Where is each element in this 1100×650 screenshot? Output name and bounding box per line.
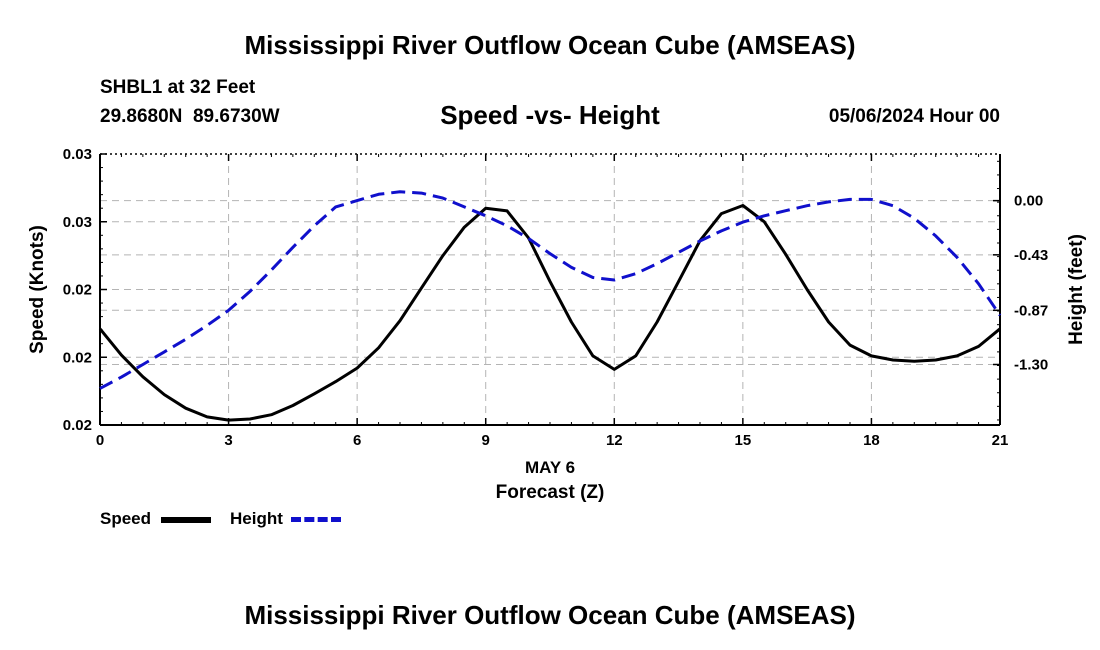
chart-title: Speed -vs- Height: [440, 100, 660, 130]
station-label: SHBL1 at 32 Feet: [100, 77, 256, 98]
coordinates-label: 29.8680N 89.6730W: [100, 106, 280, 127]
x-axis-label: Forecast (Z): [495, 482, 605, 503]
y-tick-label: 0.02: [63, 417, 92, 434]
y-tick-label: 0.03: [63, 214, 92, 231]
page-title-bottom: Mississippi River Outflow Ocean Cube (AM…: [244, 600, 856, 630]
series-line-speed: [98, 204, 1001, 422]
y2-tick-label: -0.43: [1014, 247, 1048, 264]
x-tick-label: 9: [482, 432, 490, 449]
x-tick-label: 0: [96, 432, 104, 449]
legend-speed-line: [161, 517, 211, 523]
x-tick-label: 18: [863, 432, 880, 449]
y2-tick-label: -0.87: [1014, 302, 1048, 319]
legend-height-line: [291, 517, 341, 522]
y-tick-label: 0.02: [63, 282, 92, 299]
y2-tick-label: 0.00: [1014, 193, 1043, 210]
x-tick-label: 6: [353, 432, 361, 449]
x-date-label: MAY 6: [524, 458, 576, 477]
x-tick-label: 12: [606, 432, 623, 449]
legend-height-label: Height: [230, 509, 283, 528]
y-axis-label: Speed (Knots): [27, 225, 48, 354]
y-tick-label: 0.02: [63, 349, 92, 366]
x-tick-label: 15: [735, 432, 752, 449]
series-line-height: [99, 190, 1002, 390]
y-tick-label: 0.03: [63, 146, 92, 163]
x-tick-label: 21: [992, 432, 1009, 449]
x-tick-label: 3: [224, 432, 232, 449]
legend-speed-label: Speed: [100, 509, 152, 528]
forecast-date: 05/06/2024 Hour 00: [828, 106, 1000, 127]
page-title-top: Mississippi River Outflow Ocean Cube (AM…: [244, 30, 856, 60]
y2-axis-label: Height (feet): [1066, 234, 1087, 345]
y2-tick-label: -1.30: [1014, 356, 1048, 373]
